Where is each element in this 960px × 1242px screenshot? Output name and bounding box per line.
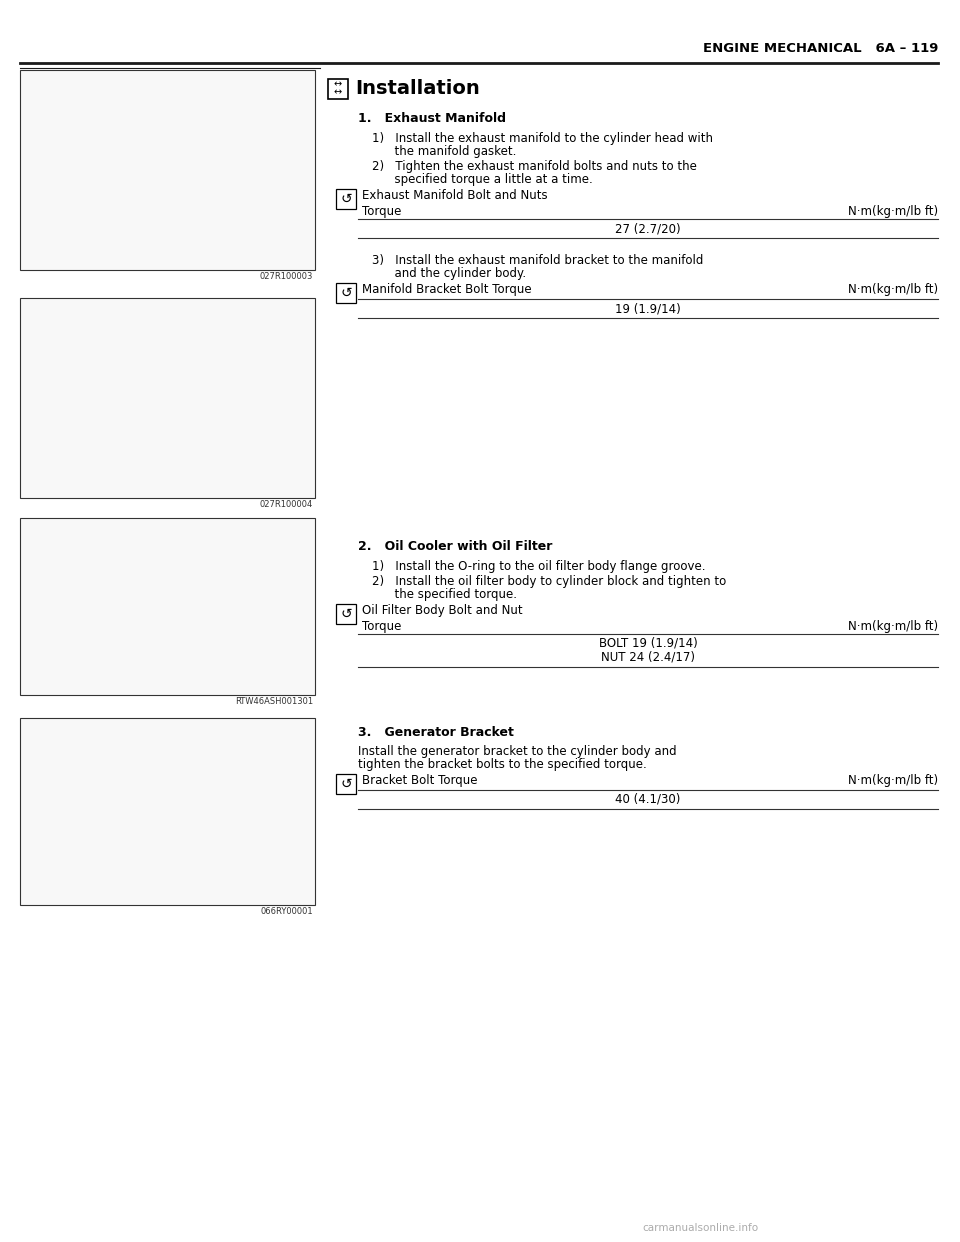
Text: BOLT 19 (1.9/14): BOLT 19 (1.9/14)	[599, 637, 697, 650]
Text: 066RY00001: 066RY00001	[260, 907, 313, 917]
Text: 19 (1.9/14): 19 (1.9/14)	[615, 302, 681, 315]
Text: the specified torque.: the specified torque.	[372, 587, 517, 601]
Text: RTW46ASH001301: RTW46ASH001301	[235, 697, 313, 705]
Bar	[336, 774, 356, 794]
Text: NUT 24 (2.4/17): NUT 24 (2.4/17)	[601, 651, 695, 664]
Text: Exhaust Manifold Bolt and Nuts: Exhaust Manifold Bolt and Nuts	[362, 189, 547, 202]
Text: 027R100003: 027R100003	[259, 272, 313, 281]
Bar	[20, 718, 315, 905]
Text: N·m(kg·m/lb ft): N·m(kg·m/lb ft)	[848, 283, 938, 296]
Text: N·m(kg·m/lb ft): N·m(kg·m/lb ft)	[848, 774, 938, 787]
Text: tighten the bracket bolts to the specified torque.: tighten the bracket bolts to the specifi…	[358, 758, 647, 771]
Text: Torque: Torque	[362, 620, 401, 633]
Text: ↺: ↺	[340, 607, 351, 621]
Text: ENGINE MECHANICAL   6A – 119: ENGINE MECHANICAL 6A – 119	[703, 42, 938, 55]
Text: 1.   Exhaust Manifold: 1. Exhaust Manifold	[358, 112, 506, 125]
Bar	[20, 70, 315, 270]
Text: specified torque a little at a time.: specified torque a little at a time.	[372, 173, 592, 186]
Bar	[20, 518, 315, 696]
Text: 2.   Oil Cooler with Oil Filter: 2. Oil Cooler with Oil Filter	[358, 540, 552, 553]
Text: Manifold Bracket Bolt Torque: Manifold Bracket Bolt Torque	[362, 283, 532, 296]
Text: 40 (4.1/30): 40 (4.1/30)	[615, 792, 681, 806]
Text: Bracket Bolt Torque: Bracket Bolt Torque	[362, 774, 477, 787]
Bar	[20, 298, 315, 498]
Text: 2)   Tighten the exhaust manifold bolts and nuts to the: 2) Tighten the exhaust manifold bolts an…	[372, 160, 697, 173]
Text: 3)   Install the exhaust manifold bracket to the manifold: 3) Install the exhaust manifold bracket …	[372, 255, 704, 267]
Text: ↺: ↺	[340, 286, 351, 301]
Bar	[336, 189, 356, 209]
Text: ↔: ↔	[334, 79, 342, 89]
Bar	[336, 604, 356, 623]
Text: 3.   Generator Bracket: 3. Generator Bracket	[358, 727, 514, 739]
Text: ↔: ↔	[334, 87, 342, 97]
Text: N·m(kg·m/lb ft): N·m(kg·m/lb ft)	[848, 620, 938, 633]
Text: carmanualsonline.info: carmanualsonline.info	[642, 1223, 758, 1233]
Text: 2)   Install the oil filter body to cylinder block and tighten to: 2) Install the oil filter body to cylind…	[372, 575, 727, 587]
Text: 1)   Install the O-ring to the oil filter body flange groove.: 1) Install the O-ring to the oil filter …	[372, 560, 706, 573]
Text: Install the generator bracket to the cylinder body and: Install the generator bracket to the cyl…	[358, 745, 677, 758]
Bar	[328, 79, 348, 99]
Text: and the cylinder body.: and the cylinder body.	[372, 267, 526, 279]
Text: the manifold gasket.: the manifold gasket.	[372, 145, 516, 158]
Text: Installation: Installation	[355, 78, 480, 98]
Text: N·m(kg·m/lb ft): N·m(kg·m/lb ft)	[848, 205, 938, 219]
Text: Oil Filter Body Bolt and Nut: Oil Filter Body Bolt and Nut	[362, 604, 522, 617]
Text: 027R100004: 027R100004	[260, 501, 313, 509]
Text: 27 (2.7/20): 27 (2.7/20)	[615, 222, 681, 235]
Text: 1)   Install the exhaust manifold to the cylinder head with: 1) Install the exhaust manifold to the c…	[372, 132, 713, 145]
Text: Torque: Torque	[362, 205, 401, 219]
Text: ↺: ↺	[340, 193, 351, 206]
Text: ↺: ↺	[340, 777, 351, 791]
Bar	[336, 283, 356, 303]
